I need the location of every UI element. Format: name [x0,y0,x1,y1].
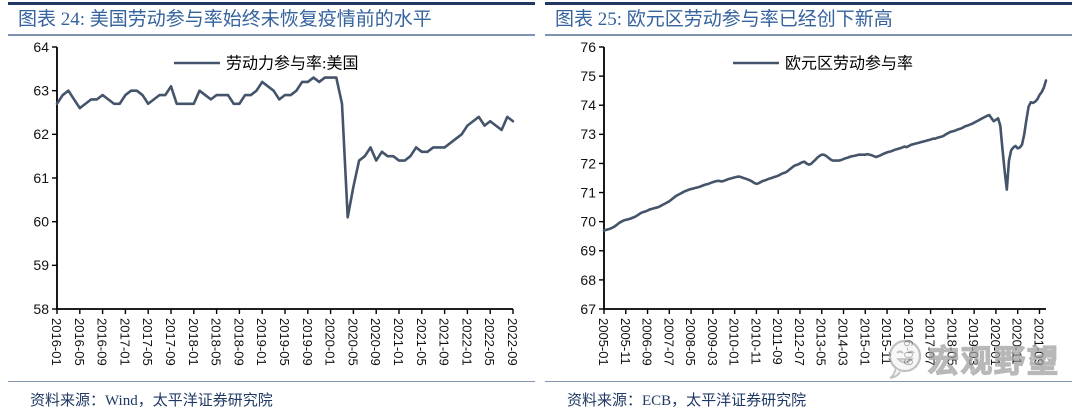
series-line [602,79,1048,232]
x-axis-label: 2020-05 [345,318,360,366]
x-axis-label: 2016-09 [901,318,916,366]
x-axis-label: 2017-07 [923,318,938,366]
x-axis-label: 2019-05 [277,318,292,366]
y-axis-label: 75 [580,68,596,84]
axis-lines [56,47,513,310]
y-axis-label: 64 [33,39,49,55]
x-axis-label: 2021-05 [414,318,429,366]
y-axis-label: 69 [580,243,596,259]
x-axis-label: 2017-09 [163,318,178,366]
x-axis-label: 2014-03 [836,318,851,366]
y-axis-label: 63 [33,83,49,99]
figure-title: 图表 24: 美国劳动参与率始终未恢复疫情前的水平 [18,9,432,30]
x-axis-label: 2015-11 [879,318,894,365]
x-axis-label: 2016-05 [72,318,87,366]
x-axis-label: 2021-09 [1031,318,1046,366]
x-axis-label: 2019-01 [254,318,269,366]
legend-label: 劳动力参与率:美国 [226,55,358,73]
x-axis-label: 2005-01 [596,318,611,366]
y-axis-label: 76 [580,39,596,55]
x-axis-label: 2005-11 [618,318,633,365]
figure-header: 图表 24: 美国劳动参与率始终未恢复疫情前的水平 [8,2,535,36]
x-axis-label: 2020-09 [368,318,383,366]
us-labor-participation-chart: 58 59 60 61 62 63 64 2016-01 2016-05 2016-09 2017-… [33,39,520,366]
y-axis-label: 61 [33,170,49,186]
figure-footer: 资料来源：ECB，太平洋证券研究院 [545,381,1072,410]
x-axis-label: 2010-01 [727,318,742,366]
x-axis-label: 2013-05 [814,318,829,366]
x-axis-label: 2009-03 [705,318,720,366]
series-line [55,76,515,219]
x-axis-label: 2017-01 [117,318,132,366]
x-axis-label: 2017-05 [140,318,155,366]
x-axis-label: 2018-05 [209,318,224,366]
y-axis-label: 70 [580,214,596,230]
x-axis-label: 2008-05 [683,318,698,366]
axis-lines [603,47,1046,310]
x-axis-label: 2021-01 [391,318,406,366]
y-axis-label: 62 [33,126,49,142]
source-note: 资料来源：ECB，太平洋证券研究院 [567,393,807,409]
y-axis-label: 74 [580,97,596,113]
y-axis-label: 58 [33,301,49,317]
x-axis-label: 2021-09 [437,318,452,366]
x-axis-label: 2020-01 [323,318,338,366]
x-axis-label: 2019-03 [966,318,981,366]
x-axis-label: 2012-07 [792,318,807,366]
y-axis-label: 59 [33,257,49,273]
x-axis-label: 2007-07 [661,318,676,366]
x-axis-label: 2022-01 [459,318,474,366]
x-axis-label: 2015-01 [857,318,872,366]
x-axis-label: 2011-09 [770,318,785,365]
y-axis-label: 67 [580,301,596,317]
x-axis-label: 2019-09 [300,318,315,366]
figure-euro-lfpr: 图表 25: 欧元区劳动参与率已经创下新高 67 68 69 70 71 72 73 74 75… [545,2,1072,410]
figure-footer: 资料来源：Wind，太平洋证券研究院 [8,381,535,410]
figure-title: 图表 25: 欧元区劳动参与率已经创下新高 [555,9,893,30]
x-axis-label: 2016-09 [95,318,110,366]
x-axis-label: 2010-11 [748,318,763,365]
y-axis-label: 68 [580,272,596,288]
figure-us-lfpr: 图表 24: 美国劳动参与率始终未恢复疫情前的水平 58 59 60 61 62 63 64… [8,2,535,410]
x-axis-label: 2006-09 [640,318,655,366]
legend-label: 欧元区劳动参与率 [785,55,913,73]
x-axis-label: 2022-09 [505,318,520,366]
y-axis-label: 72 [580,155,596,171]
x-axis-label: 2020-11 [1010,318,1025,365]
x-axis-label: 2018-09 [231,318,246,366]
x-axis-label: 2022-05 [482,318,497,366]
x-axis-label: 2016-01 [49,318,64,366]
x-axis-label: 2018-05 [944,318,959,366]
y-axis-label: 71 [580,184,596,200]
figure-header: 图表 25: 欧元区劳动参与率已经创下新高 [545,2,1072,36]
x-axis-label: 2020-01 [988,318,1003,366]
source-note: 资料来源：Wind，太平洋证券研究院 [30,393,273,409]
euro-labor-participation-chart: 67 68 69 70 71 72 73 74 75 76 2005-01 2005-11 2006-0… [580,39,1048,366]
y-axis-label: 60 [33,214,49,230]
y-axis-label: 73 [580,126,596,142]
x-axis-label: 2018-01 [186,318,201,366]
